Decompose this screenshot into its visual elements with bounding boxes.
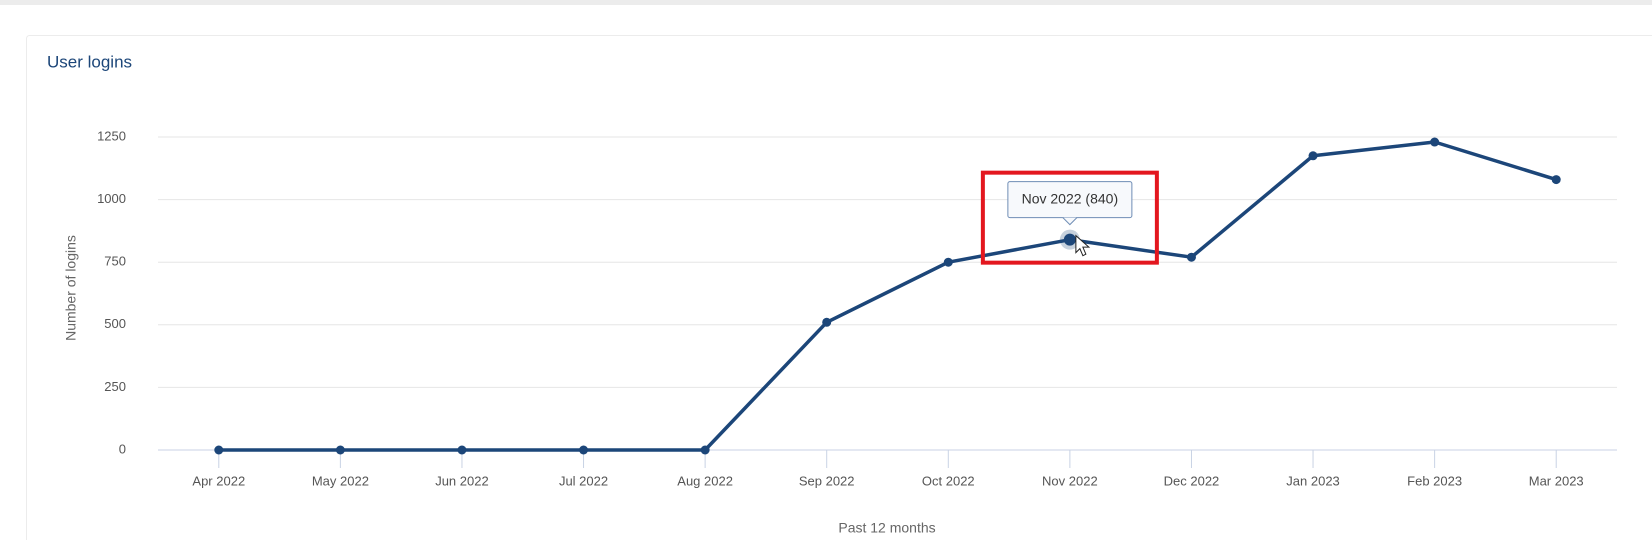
tooltip-text: Nov 2022 (840)	[1022, 190, 1119, 206]
data-point	[944, 258, 953, 267]
card	[27, 36, 1652, 541]
x-tick-label: Mar 2023	[1529, 473, 1584, 488]
data-point	[1430, 138, 1439, 147]
x-tick-label: Sep 2022	[799, 473, 855, 488]
x-tick-label: Oct 2022	[922, 473, 975, 488]
y-tick-label: 1000	[97, 191, 126, 206]
x-tick-label: Apr 2022	[192, 473, 245, 488]
data-point	[214, 446, 223, 455]
data-point	[1552, 175, 1561, 184]
chart-title: User logins	[47, 52, 132, 71]
x-tick-label: May 2022	[312, 473, 369, 488]
hover-point	[1064, 234, 1076, 246]
data-point	[701, 446, 710, 455]
data-point	[336, 446, 345, 455]
x-tick-label: Aug 2022	[677, 473, 733, 488]
x-axis-label: Past 12 months	[838, 520, 935, 536]
x-tick-label: Jul 2022	[559, 473, 608, 488]
data-point	[1187, 253, 1196, 262]
y-axis-label: Number of logins	[63, 235, 79, 341]
x-tick-label: Nov 2022	[1042, 473, 1098, 488]
data-point	[579, 446, 588, 455]
top-bar	[0, 0, 1652, 5]
y-tick-label: 500	[104, 316, 126, 331]
x-tick-label: Dec 2022	[1164, 473, 1220, 488]
y-tick-label: 0	[119, 441, 126, 456]
y-tick-label: 750	[104, 254, 126, 269]
y-tick-label: 250	[104, 379, 126, 394]
x-tick-label: Jan 2023	[1286, 473, 1340, 488]
data-point	[822, 318, 831, 327]
x-tick-label: Feb 2023	[1407, 473, 1462, 488]
data-point	[457, 446, 466, 455]
data-point	[1309, 151, 1318, 160]
x-tick-label: Jun 2022	[435, 473, 489, 488]
y-tick-label: 1250	[97, 128, 126, 143]
